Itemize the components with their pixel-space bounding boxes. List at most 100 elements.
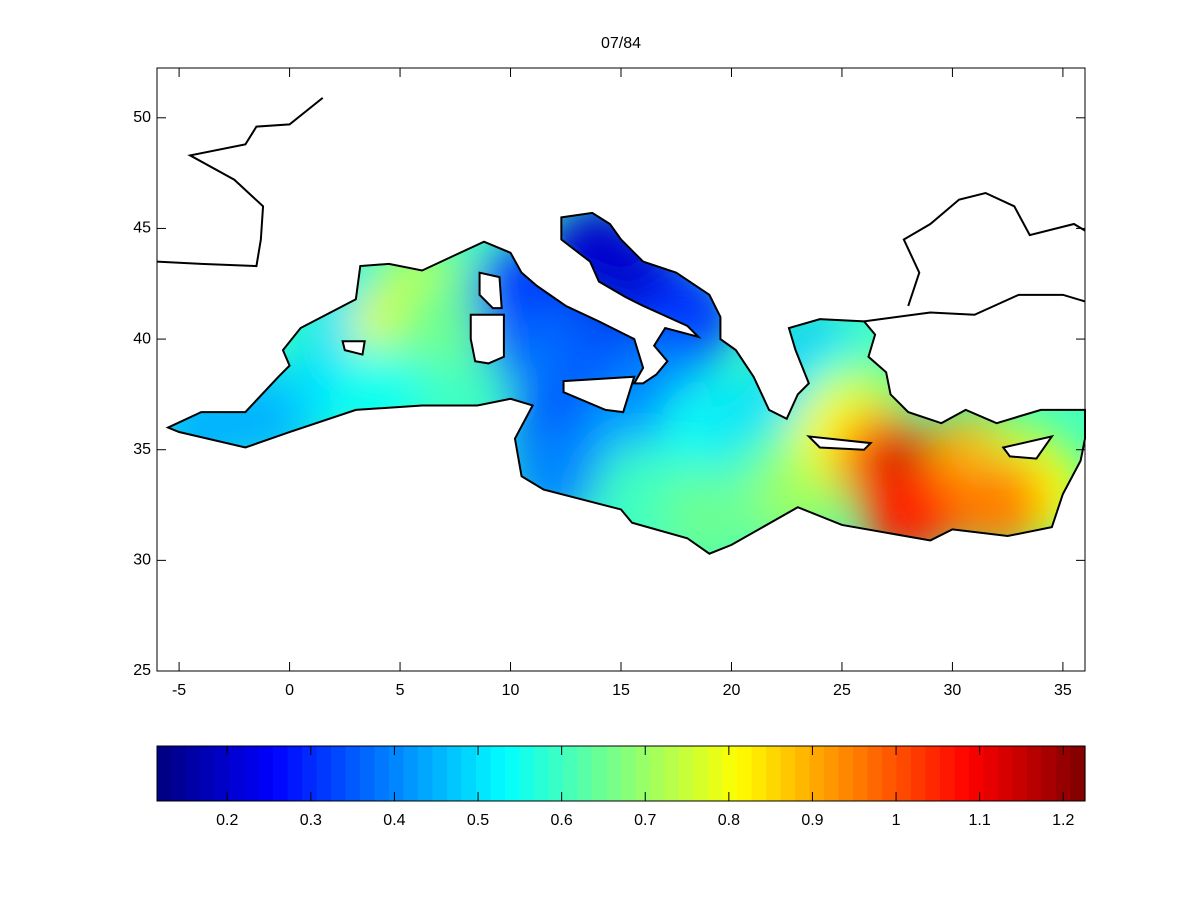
y-tick-label: 50 xyxy=(133,109,151,126)
colorbar-step xyxy=(838,746,854,801)
x-tick-label: -5 xyxy=(172,682,186,699)
colorbar-step xyxy=(882,746,898,801)
x-tick-label: 10 xyxy=(502,682,520,699)
colorbar-step xyxy=(766,746,782,801)
colorbar-step xyxy=(432,746,448,801)
colorbar-step xyxy=(563,746,579,801)
colorbar-step xyxy=(954,746,970,801)
colorbar-box xyxy=(156,745,1086,802)
colorbar-tick-label: 1.1 xyxy=(969,812,991,829)
field xyxy=(168,212,1085,554)
x-tick-label: 25 xyxy=(833,682,851,699)
colorbar-tick-label: 0.6 xyxy=(551,812,573,829)
colorbar-step xyxy=(490,746,506,801)
colorbar-step xyxy=(940,746,956,801)
colorbar-step xyxy=(998,746,1014,801)
field-cell xyxy=(948,456,1046,554)
colorbar-step xyxy=(824,746,840,801)
colorbar-step xyxy=(606,746,622,801)
colorbar-step xyxy=(186,746,202,801)
ticks: -5 0 5 10 15 20 25 30 35 25 30 35 40 45 50 xyxy=(133,68,1085,699)
colorbar-step xyxy=(780,746,796,801)
colorbar-tick-label: 0.3 xyxy=(300,812,322,829)
colorbar-step xyxy=(708,746,724,801)
colorbar-step xyxy=(635,746,651,801)
colorbar-step xyxy=(229,746,245,801)
colorbar-step xyxy=(969,746,985,801)
colorbar-step xyxy=(1012,746,1028,801)
colorbar-tick-label: 0.7 xyxy=(634,812,656,829)
colorbar-step xyxy=(1070,746,1086,801)
colorbar-step xyxy=(418,746,434,801)
colorbar-step xyxy=(157,746,173,801)
colorbar-step xyxy=(302,746,318,801)
colorbar-tick-label: 0.4 xyxy=(383,812,405,829)
y-tick-label: 45 xyxy=(133,220,151,237)
colorbar-step xyxy=(374,746,390,801)
colorbar-step xyxy=(345,746,361,801)
colorbar-step xyxy=(1027,746,1043,801)
colorbar-step xyxy=(389,746,405,801)
colorbar-step xyxy=(592,746,608,801)
colorbar-step xyxy=(215,746,231,801)
colorbar-step xyxy=(316,746,332,801)
x-tick-label: 30 xyxy=(944,682,962,699)
x-tick-label: 20 xyxy=(723,682,741,699)
colorbar-step xyxy=(577,746,593,801)
colorbar-step xyxy=(983,746,999,801)
x-tick-label: 0 xyxy=(285,682,294,699)
colorbar-step xyxy=(1056,746,1072,801)
colorbar-step xyxy=(737,746,753,801)
x-tick-label: 15 xyxy=(612,682,630,699)
colorbar-step xyxy=(809,746,825,801)
colorbar: 0.2 0.3 0.4 0.5 0.6 0.7 0.8 0.9 1 1.1 1.2 xyxy=(157,746,1086,829)
colorbar-step xyxy=(244,746,260,801)
colorbar-step xyxy=(258,746,274,801)
colorbar-step xyxy=(403,746,419,801)
x-tick-label: 35 xyxy=(1054,682,1072,699)
colorbar-tick-label: 0.5 xyxy=(467,812,489,829)
colorbar-step xyxy=(650,746,666,801)
colorbar-tick-label: 1.2 xyxy=(1052,812,1074,829)
x-tick-label: 5 xyxy=(396,682,405,699)
colorbar-step xyxy=(693,746,709,801)
y-tick-label: 35 xyxy=(133,441,151,458)
colorbar-tick-label: 0.8 xyxy=(718,812,740,829)
colorbar-step xyxy=(505,746,521,801)
colorbar-step xyxy=(360,746,376,801)
colorbar-step xyxy=(1041,746,1057,801)
colorbar-step xyxy=(896,746,912,801)
colorbar-step xyxy=(548,746,564,801)
colorbar-step xyxy=(534,746,550,801)
y-tick-label: 40 xyxy=(133,330,151,347)
coastline xyxy=(157,98,1085,554)
colorbar-step xyxy=(925,746,941,801)
colorbar-step xyxy=(722,746,738,801)
colorbar-step xyxy=(273,746,289,801)
colorbar-step xyxy=(447,746,463,801)
colorbar-step xyxy=(171,746,187,801)
colorbar-step xyxy=(664,746,680,801)
colorbar-step xyxy=(795,746,811,801)
colorbar-step xyxy=(911,746,927,801)
colorbar-step xyxy=(331,746,347,801)
colorbar-step xyxy=(476,746,492,801)
field-cell xyxy=(859,463,957,554)
chart-title: 07/84 xyxy=(601,35,641,52)
colorbar-step xyxy=(853,746,869,801)
colorbar-tick-label: 1 xyxy=(892,812,901,829)
colorbar-step xyxy=(461,746,477,801)
field-cell xyxy=(329,345,427,444)
colorbar-tick-label: 0.2 xyxy=(216,812,238,829)
y-tick-label: 30 xyxy=(133,552,151,569)
colorbar-step xyxy=(621,746,637,801)
y-tick-label: 25 xyxy=(133,662,151,679)
colorbar-step xyxy=(200,746,216,801)
colorbar-step xyxy=(867,746,883,801)
colorbar-tick-label: 0.9 xyxy=(801,812,823,829)
colorbar-step xyxy=(287,746,303,801)
colorbar-step xyxy=(679,746,695,801)
colorbar-step xyxy=(519,746,535,801)
colorbar-step xyxy=(751,746,767,801)
